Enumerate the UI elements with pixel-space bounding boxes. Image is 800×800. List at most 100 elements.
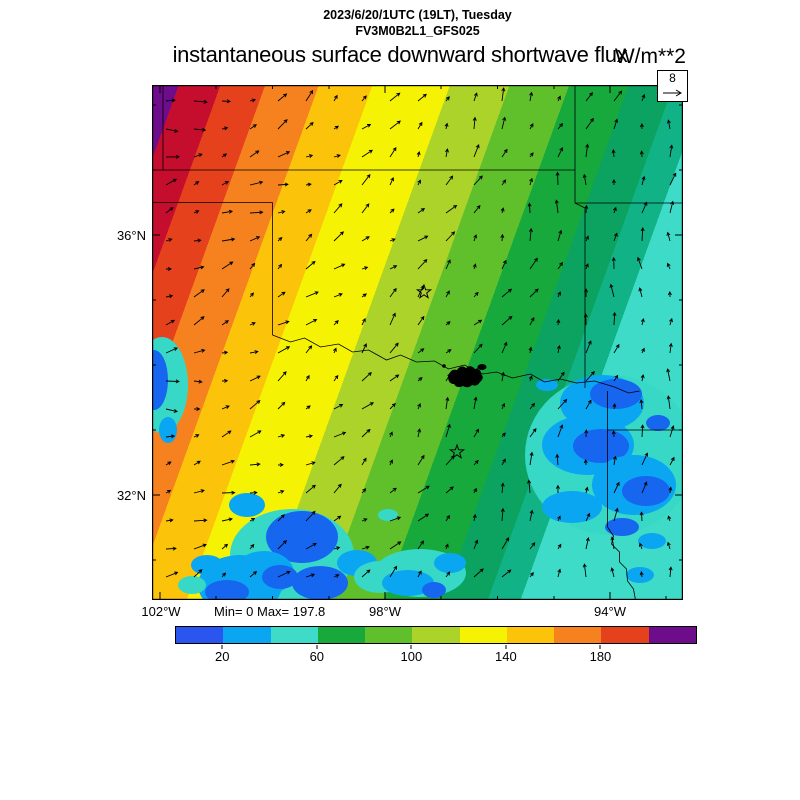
colorbar-tick-label: 180 xyxy=(589,649,612,664)
wind-arrow xyxy=(666,395,671,410)
wind-arrow xyxy=(445,204,458,214)
units-label: W/m**2 xyxy=(614,45,686,68)
wind-arrow xyxy=(277,291,286,298)
wind-arrow xyxy=(277,371,287,382)
wind-arrow xyxy=(556,318,561,326)
wind-arrow xyxy=(417,179,421,186)
wind-arrow xyxy=(361,545,370,550)
wind-arrow xyxy=(417,259,428,270)
wind-arrow xyxy=(445,259,451,270)
cloud-patch xyxy=(378,509,398,521)
wind-arrow xyxy=(333,546,341,551)
wind-arrow xyxy=(165,128,179,133)
wind-arrow xyxy=(417,376,423,382)
wind-arrow xyxy=(669,456,675,466)
wind-arrow xyxy=(612,455,617,466)
wind-arrow xyxy=(389,287,397,298)
colorbar-segment xyxy=(554,627,602,643)
wind-arrow xyxy=(666,541,671,550)
wind-arrow xyxy=(165,319,176,326)
wind-arrow xyxy=(333,320,339,326)
wind-arrow xyxy=(556,344,561,354)
wind-arrow xyxy=(165,571,179,578)
wind-arrow xyxy=(249,518,256,522)
map-frame xyxy=(152,85,683,600)
wind-arrow xyxy=(249,236,261,242)
wind-arrow xyxy=(529,572,534,578)
wind-arrow xyxy=(557,229,563,242)
wind-arrow xyxy=(613,90,623,102)
wind-arrow xyxy=(529,428,537,438)
wind-arrow xyxy=(333,292,343,298)
wind-arrow xyxy=(221,261,234,270)
wind-arrow xyxy=(249,462,261,467)
wind-arrow xyxy=(417,540,425,550)
wind-arrow xyxy=(613,481,620,494)
wind-arrow xyxy=(585,117,594,130)
colorbar-segment xyxy=(412,627,460,643)
wind-arrow xyxy=(277,462,284,467)
wind-arrow xyxy=(165,408,178,413)
wind-arrow xyxy=(277,570,291,578)
wind-arrow xyxy=(641,347,645,354)
wind-arrow xyxy=(585,235,589,242)
wind-arrow xyxy=(305,434,314,439)
wind-arrow xyxy=(361,124,372,130)
wind-arrow xyxy=(165,461,172,466)
wind-arrow xyxy=(165,379,180,384)
colorbar-segment xyxy=(317,627,366,643)
wind-arrow xyxy=(193,460,201,466)
colorbar-tick-label: 20 xyxy=(215,649,230,664)
wind-arrow xyxy=(221,378,229,383)
wind-arrow xyxy=(389,374,400,382)
colorbar-tick-label: 60 xyxy=(309,649,325,664)
wind-arrow xyxy=(221,320,230,326)
wind-arrow xyxy=(193,518,208,523)
wind-arrow xyxy=(361,293,368,298)
wind-arrow xyxy=(473,396,478,410)
cloud-patch xyxy=(205,580,249,600)
wind-arrow xyxy=(557,543,562,550)
wind-arrow xyxy=(389,265,398,270)
wind-arrow xyxy=(613,118,619,130)
wind-arrow xyxy=(389,431,393,438)
wind-arrow xyxy=(473,343,483,354)
wind-arrow xyxy=(417,403,421,410)
wind-arrow xyxy=(529,316,535,326)
border-oklahoma-arkansas xyxy=(574,170,586,388)
wind-arrow xyxy=(527,479,532,494)
wind-arrow xyxy=(582,173,587,186)
wind-arrow xyxy=(305,233,313,242)
wind-arrow xyxy=(361,149,373,158)
wind-arrow xyxy=(641,93,646,102)
wind-arrow xyxy=(473,204,481,214)
border-red-river xyxy=(272,334,640,394)
wind-arrow xyxy=(445,514,450,522)
cloud-patch xyxy=(590,379,642,409)
wind-arrow xyxy=(193,181,200,186)
wind-arrow xyxy=(666,368,671,382)
wind-arrow xyxy=(612,206,617,214)
wind-arrow xyxy=(583,458,588,466)
cloud-patch xyxy=(542,491,602,523)
wind-arrow xyxy=(667,515,672,522)
colorbar-tick-label: 100 xyxy=(400,649,423,664)
wind-arrow xyxy=(193,348,206,354)
wind-arrow xyxy=(501,371,505,382)
wind-arrow xyxy=(669,200,675,214)
wind-arrow xyxy=(445,231,456,242)
colorbar-tick xyxy=(410,645,412,649)
wind-arrow xyxy=(305,121,314,130)
wind-arrow xyxy=(361,203,370,214)
wind-arrow xyxy=(417,235,429,242)
wind-arrow xyxy=(193,210,200,214)
wind-arrow xyxy=(669,317,673,326)
wind-arrow xyxy=(529,177,534,186)
colorbar-tick xyxy=(221,645,223,649)
wind-arrow xyxy=(361,173,371,186)
wind-arrow xyxy=(445,96,450,102)
cloud-patch xyxy=(191,555,223,575)
wind-arrow xyxy=(221,517,233,522)
reference-vector-value: 8 xyxy=(669,71,676,85)
wind-arrow xyxy=(557,371,565,382)
